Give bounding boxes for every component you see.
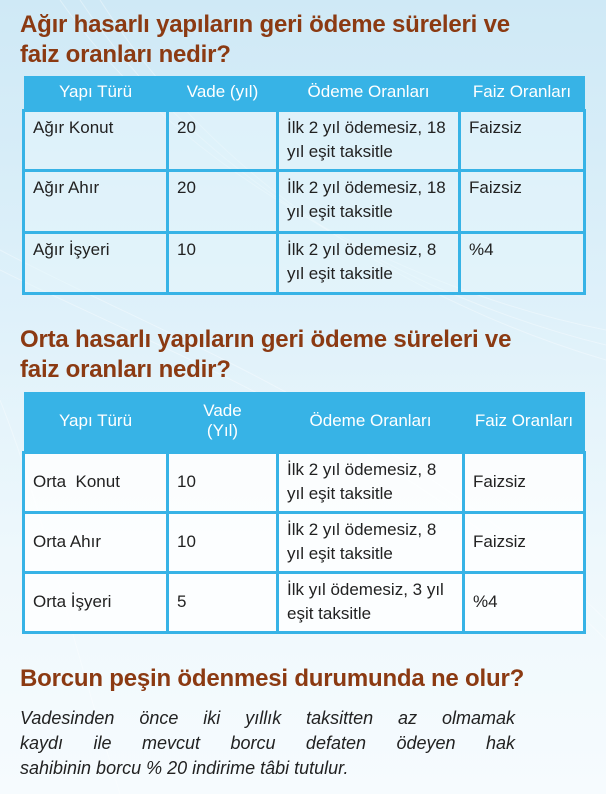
cell: %4 [462, 570, 586, 634]
paragraph-line: sahibinin borcu % 20 indirime tâbi tutul… [20, 758, 349, 778]
table-row: Ağır Ahır 20 İlk 2 yıl ödemesiz, 18 yıl eş… [22, 168, 586, 234]
header-cell: Vade (Yıl) [167, 392, 278, 452]
cell: 20 [166, 168, 279, 234]
cell: Ağır Konut [22, 108, 169, 172]
title-line: faiz oranları nedir? [20, 41, 231, 68]
header-cell: Yapı Türü [23, 392, 168, 452]
cell: İlk yıl ödemesiz, 3 yıl eşit taksitle [276, 570, 465, 634]
cell: İlk 2 yıl ödemesiz, 8 yıl eşit taksitle [276, 510, 465, 574]
early-payment-paragraph: Vadesinden önce iki yıllık taksitten az … [20, 706, 515, 781]
cell: %4 [458, 230, 586, 295]
header-cell: Yapı Türü [23, 76, 168, 110]
cell: 20 [166, 108, 279, 172]
table-row: Ağır Konut 20 İlk 2 yıl ödemesiz, 18 yıl e… [22, 108, 586, 172]
heavy-damage-table: Yapı Türü Vade (yıl) Ödeme Oranları Faiz… [22, 76, 586, 295]
paragraph-line: Vadesinden önce iki yıllık taksitten az … [20, 708, 515, 728]
cell: 10 [166, 510, 279, 574]
cell: Faizsiz [458, 168, 586, 234]
header-cell: Faiz Oranları [463, 392, 585, 452]
cell: 10 [166, 230, 279, 295]
cell: Ağır İşyeri [22, 230, 169, 295]
table-header-row: Yapı Türü Vade (yıl) Ödeme Oranları Faiz… [23, 76, 585, 110]
medium-damage-table: Yapı Türü Vade (Yıl) Ödeme Oranları Faiz… [22, 392, 586, 634]
header-cell: Ödeme Oranları [277, 76, 460, 110]
cell: Orta İşyeri [22, 570, 169, 634]
title-line: Orta hasarlı yapıların geri ödeme sürele… [20, 326, 512, 353]
section1-title: Ağır hasarlı yapıların geri ödeme sürele… [20, 10, 510, 70]
cell: Faizsiz [462, 450, 586, 514]
cell: İlk 2 yıl ödemesiz, 18 yıl eşit taksitle [276, 168, 461, 234]
cell: 5 [166, 570, 279, 634]
cell: Orta Ahır [22, 510, 169, 574]
table-header-row: Yapı Türü Vade (Yıl) Ödeme Oranları Faiz… [23, 392, 585, 452]
table-row: Ağır İşyeri 10 İlk 2 yıl ödemesiz, 8 yıl e… [22, 230, 586, 295]
cell: İlk 2 yıl ödemesiz, 18 yıl eşit taksitle [276, 108, 461, 172]
cell: Faizsiz [462, 510, 586, 574]
table-row: Orta Konut 10 İlk 2 yıl ödemesiz, 8 yıl eş… [22, 450, 586, 514]
cell: İlk 2 yıl ödemesiz, 8 yıl eşit taksitle [276, 450, 465, 514]
header-cell: Ödeme Oranları [277, 392, 464, 452]
title-line: Borcun peşin ödenmesi durumunda ne olur? [20, 665, 525, 692]
section3-title: Borcun peşin ödenmesi durumunda ne olur? [20, 664, 524, 694]
cell: 10 [166, 450, 279, 514]
paragraph-line: kaydı ile mevcut borcu defaten ödeyen ha… [20, 733, 515, 753]
title-line: faiz oranları nedir? [20, 356, 231, 383]
cell: Orta Konut [22, 450, 169, 514]
table-row: Orta İşyeri 5 İlk yıl ödemesiz, 3 yıl eşit… [22, 570, 586, 634]
cell: Faizsiz [458, 108, 586, 172]
cell: Ağır Ahır [22, 168, 169, 234]
table-row: Orta Ahır 10 İlk 2 yıl ödemesiz, 8 yıl eşi… [22, 510, 586, 574]
title-line: Ağır hasarlı yapıların geri ödeme sürele… [20, 11, 510, 38]
section2-title: Orta hasarlı yapıların geri ödeme sürele… [20, 325, 511, 385]
header-cell: Faiz Oranları [459, 76, 585, 110]
header-cell: Vade (yıl) [167, 76, 278, 110]
cell: İlk 2 yıl ödemesiz, 8 yıl eşit taksitle [276, 230, 461, 295]
